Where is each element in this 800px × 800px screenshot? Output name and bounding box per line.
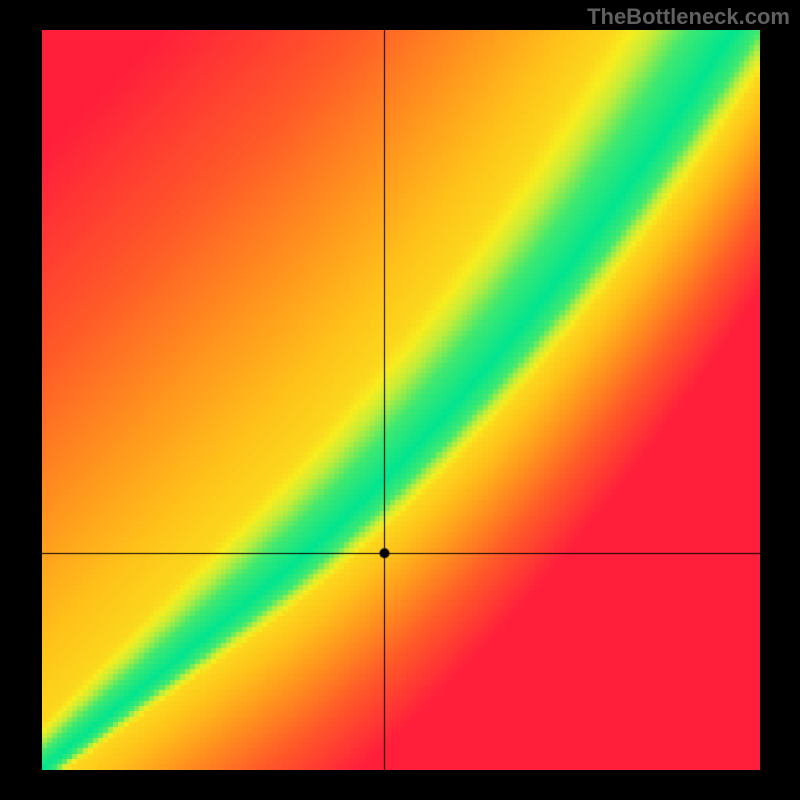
watermark-text: TheBottleneck.com <box>587 4 790 30</box>
heatmap-canvas <box>42 30 760 770</box>
